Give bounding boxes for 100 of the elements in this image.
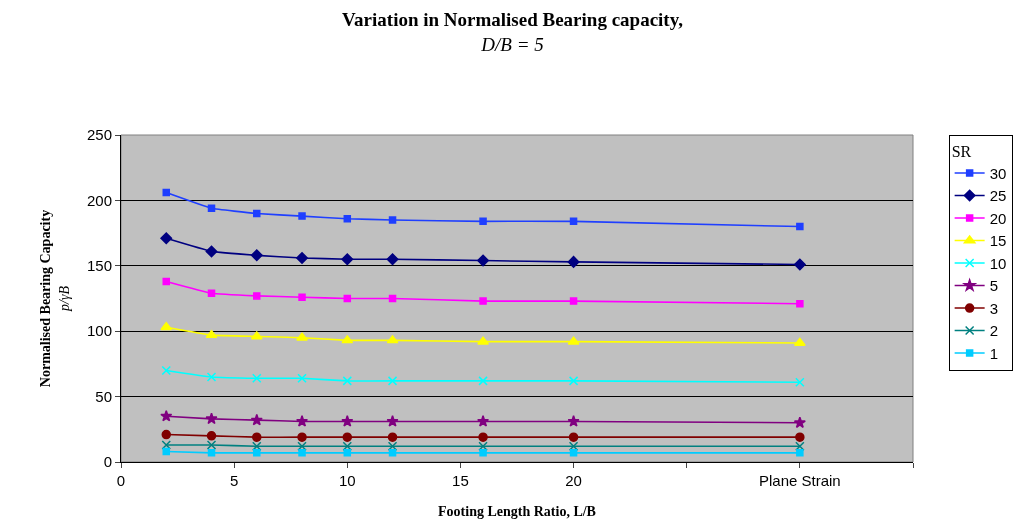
point	[476, 415, 490, 427]
point	[162, 188, 171, 197]
point	[342, 441, 353, 452]
point	[296, 332, 308, 341]
point	[207, 289, 216, 298]
point	[793, 416, 806, 429]
point	[569, 297, 578, 305]
point	[341, 415, 354, 427]
point	[297, 373, 307, 384]
point	[793, 258, 806, 271]
legend-label: 3	[989, 299, 998, 317]
point	[343, 214, 352, 223]
point	[252, 441, 262, 452]
legend-label: 10	[989, 254, 1007, 272]
point	[162, 277, 171, 286]
point	[160, 409, 173, 422]
point	[795, 432, 805, 442]
point	[298, 293, 306, 301]
y2-axis-title: p/γB	[56, 285, 72, 312]
point	[250, 249, 263, 262]
point	[341, 253, 354, 266]
point	[205, 329, 218, 339]
point	[479, 449, 487, 457]
point	[205, 245, 218, 258]
x-tick-label: 15	[452, 472, 469, 489]
point	[388, 449, 397, 457]
legend-label: 1	[989, 344, 998, 362]
point	[207, 204, 216, 212]
legend-label: 20	[989, 209, 1007, 227]
chart-subtitle: D/B = 5	[480, 34, 544, 56]
point	[160, 232, 173, 245]
point	[796, 222, 804, 231]
point	[207, 449, 216, 457]
point	[296, 252, 308, 264]
point	[342, 376, 353, 386]
point	[253, 449, 261, 457]
point	[252, 432, 262, 442]
point	[568, 376, 579, 386]
point	[796, 299, 804, 308]
point	[253, 209, 261, 218]
point	[206, 431, 217, 441]
point	[342, 432, 353, 442]
legend-title: SR	[951, 142, 972, 160]
point	[295, 415, 309, 427]
point	[387, 376, 398, 386]
point	[478, 432, 488, 442]
point	[386, 253, 399, 266]
point	[253, 292, 261, 300]
point	[568, 432, 579, 442]
point	[206, 372, 217, 382]
point	[478, 376, 488, 386]
point	[297, 432, 307, 442]
point	[250, 413, 263, 426]
y-axis-title: Normalised Bearing Capacity	[38, 209, 54, 388]
point	[205, 412, 218, 425]
point	[388, 216, 397, 224]
point	[206, 440, 217, 450]
legend-label: 5	[989, 277, 998, 295]
point	[479, 217, 487, 226]
point	[567, 415, 580, 427]
point	[796, 449, 804, 457]
point	[479, 297, 487, 305]
y-tick-label: 150	[86, 257, 112, 275]
point	[343, 294, 352, 303]
point	[297, 441, 307, 452]
legend-label: 2	[989, 322, 998, 340]
legend-label: 15	[989, 232, 1007, 250]
point	[388, 294, 397, 303]
point	[161, 365, 172, 376]
point	[343, 449, 352, 457]
point	[387, 441, 398, 452]
point	[252, 373, 262, 384]
point	[569, 217, 578, 226]
point	[386, 415, 399, 427]
x-tick-label: Plane Strain	[759, 472, 841, 489]
x-axis-title: Footing Length Ratio, L/B	[438, 504, 596, 520]
x-tick-label: 5	[229, 472, 239, 489]
x-tick-label: 20	[565, 472, 582, 489]
point	[477, 254, 490, 267]
x-tick-label: 10	[338, 472, 356, 489]
point	[298, 212, 306, 220]
y-tick-label: 200	[86, 191, 112, 209]
point	[387, 432, 398, 442]
y-tick-label: 0	[103, 453, 112, 471]
y-tick-label: 250	[86, 126, 112, 144]
point	[161, 440, 172, 450]
legend-label: 25	[989, 187, 1007, 205]
point	[567, 255, 580, 268]
x-tick-label: 0	[116, 472, 126, 489]
point	[162, 447, 171, 456]
point	[161, 429, 172, 440]
point	[795, 441, 805, 452]
point	[478, 441, 488, 452]
point	[298, 449, 306, 457]
chart-title: Variation in Normalised Bearing capacity,	[342, 9, 684, 31]
point	[568, 441, 579, 452]
point	[795, 377, 805, 387]
y-tick-label: 50	[95, 387, 112, 405]
point	[569, 449, 578, 457]
legend-label: 30	[989, 164, 1007, 182]
